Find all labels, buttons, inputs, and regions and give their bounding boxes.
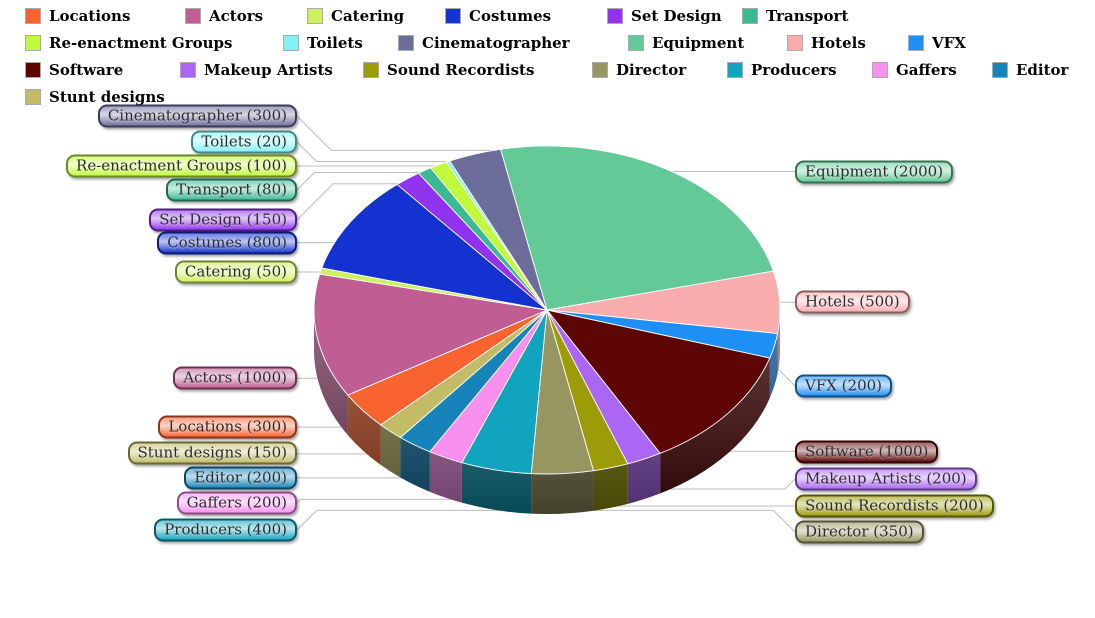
legend-item-director[interactable]: Director [592, 62, 686, 78]
legend-swatch-icon [363, 62, 379, 78]
pie-slice-software[interactable] [546, 309, 771, 454]
callout-line-cinematographer [296, 115, 494, 151]
legend-swatch-icon [398, 35, 414, 51]
legend-label: Producers [751, 60, 837, 79]
callout-line-gaffers [296, 498, 461, 504]
legend-item-editor[interactable]: Editor [992, 62, 1068, 78]
callout-line-director [590, 509, 796, 533]
callout-label-software: Software (1000) [795, 440, 939, 464]
pie-slice-actors[interactable] [313, 273, 548, 396]
legend-item-locations[interactable]: Locations [25, 8, 130, 24]
callout-label-catering: Catering (50) [174, 260, 297, 284]
legend-item-actors[interactable]: Actors [185, 8, 263, 24]
legend-item-set-design[interactable]: Set Design [607, 8, 722, 24]
callout-label-locations: Locations (300) [158, 415, 297, 439]
legend-swatch-icon [25, 89, 41, 105]
pie-slice-equipment[interactable] [500, 145, 774, 311]
legend-label: Actors [209, 6, 264, 25]
legend-label: Equipment [652, 33, 745, 52]
legend-item-equipment[interactable]: Equipment [628, 35, 744, 51]
legend-label: Locations [49, 6, 131, 25]
legend-swatch-icon [628, 35, 644, 51]
callout-line-transport [296, 172, 420, 191]
callout-label-set-design: Set Design (150) [149, 208, 297, 232]
legend-swatch-icon [185, 8, 201, 24]
legend-label: Software [49, 60, 124, 79]
legend-label: Catering [331, 6, 405, 25]
legend-swatch-icon [742, 8, 758, 24]
callout-label-transport: Transport (80) [166, 178, 297, 202]
legend-label: Editor [1016, 60, 1069, 79]
legend-label: VFX [932, 33, 966, 52]
legend-swatch-icon [283, 35, 299, 51]
callout-label-producers: Producers (400) [154, 518, 297, 542]
legend-item-gaffers[interactable]: Gaffers [872, 62, 957, 78]
legend-label: Makeup Artists [204, 60, 333, 79]
callout-label-makeup-artists: Makeup Artists (200) [795, 467, 977, 491]
callout-label-stunt-designs: Stunt designs (150) [127, 441, 297, 465]
legend-label: Director [616, 60, 687, 79]
callout-label-gaffers: Gaffers (200) [176, 491, 297, 515]
callout-label-cinematographer: Cinematographer (300) [97, 104, 297, 128]
legend-swatch-icon [25, 62, 41, 78]
legend-item-sound-recordists[interactable]: Sound Recordists [363, 62, 534, 78]
callout-label-costumes: Costumes (800) [157, 231, 297, 255]
legend-swatch-icon [992, 62, 1008, 78]
callout-label-equipment: Equipment (2000) [795, 160, 954, 184]
legend-item-catering[interactable]: Catering [307, 8, 404, 24]
legend-swatch-icon [25, 8, 41, 24]
legend-label: Transport [766, 6, 849, 25]
legend-item-cinematographer[interactable]: Cinematographer [398, 35, 570, 51]
pie-slice-cinematographer[interactable] [449, 148, 548, 311]
legend-item-makeup-artists[interactable]: Makeup Artists [180, 62, 333, 78]
legend-swatch-icon [445, 8, 461, 24]
callout-label-toilets: Toilets (20) [191, 130, 297, 154]
legend-swatch-icon [872, 62, 888, 78]
callout-label-sound-recordists: Sound Recordists (200) [795, 494, 994, 518]
legend-label: Hotels [811, 33, 866, 52]
legend-label: Gaffers [896, 60, 957, 79]
legend-label: Toilets [307, 33, 363, 52]
callout-label-editor: Editor (200) [184, 466, 297, 490]
legend-swatch-icon [25, 35, 41, 51]
callout-line-set-design [296, 183, 399, 221]
legend-item-toilets[interactable]: Toilets [283, 35, 363, 51]
legend-label: Re-enactment Groups [49, 33, 233, 52]
legend-item-costumes[interactable]: Costumes [445, 8, 551, 24]
legend-label: Cinematographer [422, 33, 570, 52]
legend-swatch-icon [908, 35, 924, 51]
legend-swatch-icon [307, 8, 323, 24]
pie-slice-costumes[interactable] [321, 183, 548, 311]
legend-label: Costumes [469, 6, 552, 25]
legend-item-stunt-designs[interactable]: Stunt designs [25, 89, 165, 105]
callout-line-producers [296, 509, 504, 531]
callout-line-toilets [296, 141, 449, 162]
legend-item-producers[interactable]: Producers [727, 62, 837, 78]
legend-item-re-enactment-groups[interactable]: Re-enactment Groups [25, 35, 233, 51]
legend-swatch-icon [592, 62, 608, 78]
legend-swatch-icon [607, 8, 623, 24]
legend-swatch-icon [180, 62, 196, 78]
callout-label-director: Director (350) [795, 520, 924, 544]
callout-label-re-enactment-groups: Re-enactment Groups (100) [66, 154, 297, 178]
legend-label: Stunt designs [49, 87, 165, 106]
legend-label: Set Design [631, 6, 722, 25]
callout-line-makeup-artists [658, 478, 796, 490]
callout-label-hotels: Hotels (500) [795, 290, 910, 314]
legend-item-transport[interactable]: Transport [742, 8, 848, 24]
callout-line-software [715, 450, 796, 453]
legend-label: Sound Recordists [387, 60, 535, 79]
legend-swatch-icon [727, 62, 743, 78]
legend-item-hotels[interactable]: Hotels [787, 35, 866, 51]
callout-label-vfx: VFX (200) [795, 374, 893, 398]
legend-swatch-icon [787, 35, 803, 51]
legend-item-vfx[interactable]: VFX [908, 35, 966, 51]
callout-line-stunt-designs [296, 452, 382, 455]
callout-label-actors: Actors (1000) [173, 366, 297, 390]
legend-item-software[interactable]: Software [25, 62, 123, 78]
